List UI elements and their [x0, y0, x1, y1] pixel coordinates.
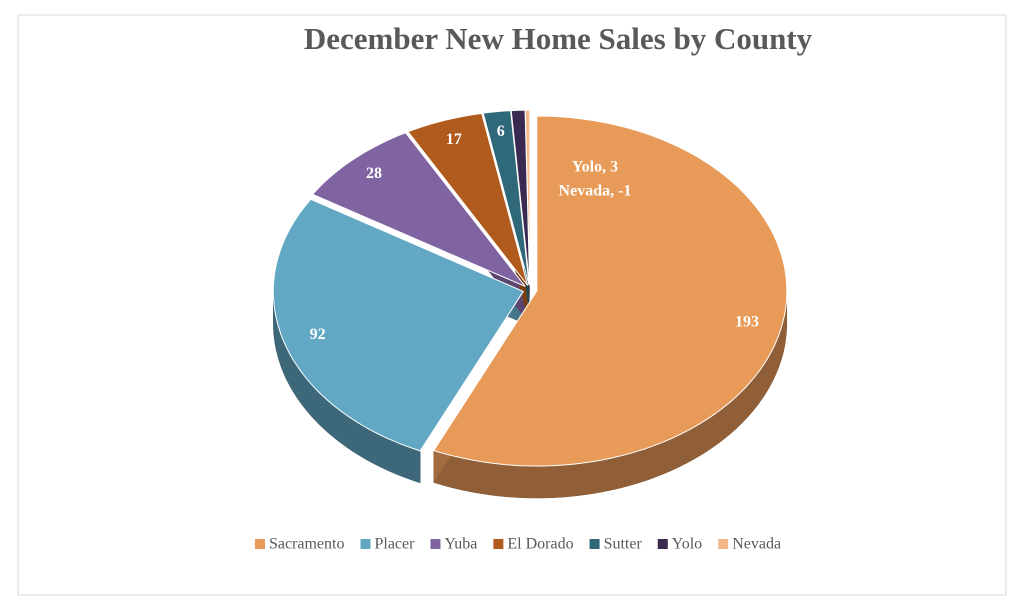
data-label: 92 [310, 326, 326, 343]
legend-label: Sacramento [269, 536, 345, 553]
legend-swatch [430, 539, 441, 549]
legend-label: Nevada [732, 536, 781, 553]
legend-label: Sutter [604, 536, 643, 553]
legend-label: Placer [374, 536, 415, 553]
slice [407, 112, 529, 286]
data-label: 6 [497, 123, 505, 140]
slice [433, 115, 788, 467]
pie-tops [272, 109, 788, 467]
slice [524, 109, 531, 286]
legend: Sacramento Placer Yuba El Dorado Sutter Yolo N… [254, 536, 781, 553]
data-label: Nevada, -1 [559, 183, 632, 200]
legend-label: Yolo [672, 536, 702, 553]
slice [482, 110, 530, 286]
data-labels: 193 92 28 17 6 Yolo, 3 Nevada, -1 [310, 123, 759, 343]
slice [311, 132, 526, 287]
data-label: 193 [735, 313, 759, 330]
data-label: Yolo, 3 [572, 159, 618, 176]
legend-swatch [493, 539, 504, 549]
legend-label: Yuba [444, 536, 477, 553]
legend-swatch [589, 539, 600, 549]
legend-swatch [657, 539, 668, 549]
legend-swatch [718, 539, 729, 549]
legend-label: El Dorado [507, 536, 573, 553]
data-label: 17 [446, 131, 462, 148]
slice [272, 198, 525, 452]
data-label: 28 [366, 165, 382, 182]
chart-title: December New Home Sales by County [304, 21, 813, 56]
legend-swatch [254, 539, 265, 549]
legend-swatch [360, 539, 371, 549]
